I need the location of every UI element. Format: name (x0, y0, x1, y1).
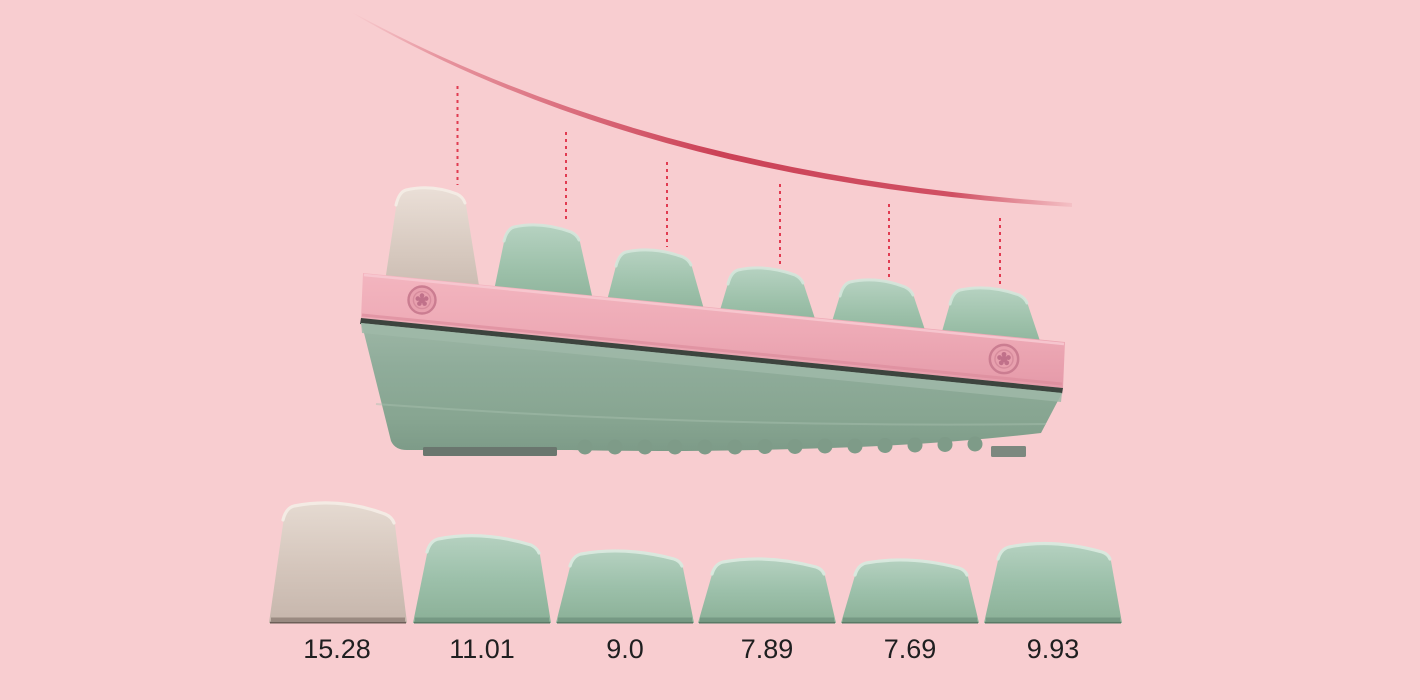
keycap-height-label: 7.69 (884, 634, 937, 664)
profile-cap-shape (556, 550, 694, 623)
keycap-top-highlight (726, 266, 805, 286)
case-screw (407, 285, 437, 315)
profile-cap-shape (984, 543, 1122, 623)
profile-cap-highlight (568, 549, 684, 568)
bottom-case-crease (375, 403, 1047, 426)
bottom-case-lip (361, 323, 1062, 402)
profile-cap-highlight (996, 541, 1112, 561)
keycap-top-highlight (614, 248, 693, 268)
profile-cap-shape (269, 502, 407, 623)
keycap-height-label: 7.89 (741, 634, 794, 664)
keycap-profile: 9.93 (984, 541, 1122, 664)
keycap-profile: 15.28 (269, 501, 407, 664)
keycap-top-highlight (948, 286, 1029, 306)
profile-cap-highlight (853, 558, 969, 577)
keyboard-foot (991, 446, 1026, 457)
profile-cap-shape (841, 559, 979, 623)
case-ridges (577, 436, 983, 455)
keycap-profile-row: 15.28 11.01 9.0 (269, 501, 1122, 664)
keyboard-side-view (360, 186, 1065, 457)
profile-cap-shape (413, 535, 551, 623)
keyboard-bottom-case (361, 323, 1062, 451)
keycap-profile: 11.01 (413, 534, 551, 664)
keyboard-keycap-green (491, 224, 595, 309)
keycap-height-label: 11.01 (449, 634, 515, 664)
keycap-height-label: 9.93 (1027, 634, 1080, 664)
height-guide-lines (456, 86, 1001, 286)
profile-cap-highlight (425, 534, 541, 555)
keycap-profile: 9.0 (556, 549, 694, 664)
profile-cap-shape (698, 558, 836, 623)
top-case-edge-shade (361, 313, 1063, 386)
keycap-height-label: 9.0 (606, 634, 644, 664)
keycap-top-highlight (502, 223, 581, 243)
profile-cap-highlight (710, 557, 826, 576)
case-screw (988, 343, 1020, 375)
keycap-top-highlight (838, 278, 915, 298)
keycap-profile: 7.89 (698, 557, 836, 664)
top-case-edge-highlight (363, 273, 1065, 346)
keyboard-top-case (361, 273, 1065, 388)
profile-cap-highlight (281, 501, 396, 525)
decay-curve (352, 12, 1072, 207)
keycap-height-label: 15.28 (303, 634, 371, 664)
keyboard-keycap-beige (383, 187, 481, 298)
keycap-top-highlight (394, 186, 467, 207)
case-seam (360, 318, 1063, 394)
keycap-profile: 7.69 (841, 558, 979, 664)
keyboard-foot (423, 447, 557, 456)
